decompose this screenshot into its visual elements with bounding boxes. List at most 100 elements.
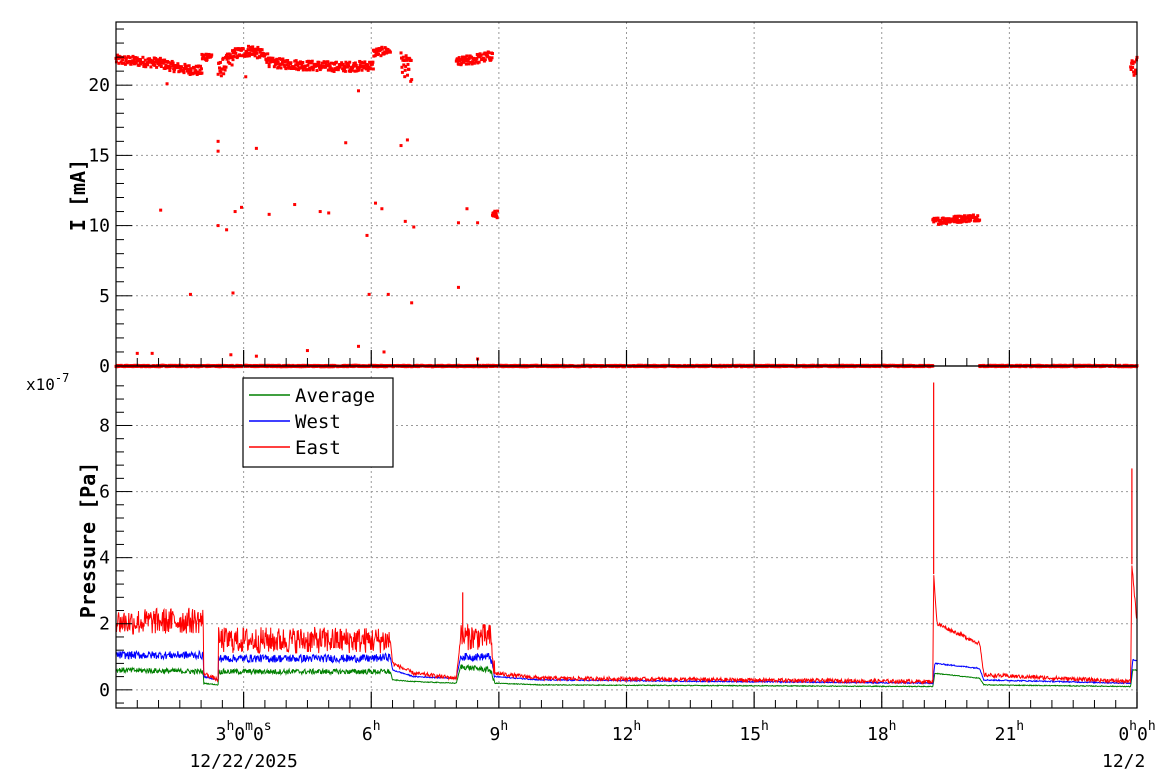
current-point xyxy=(286,61,290,65)
current-point xyxy=(1131,66,1135,70)
current-point xyxy=(267,62,271,66)
current-point xyxy=(255,51,259,55)
current-point xyxy=(948,220,952,224)
current-point xyxy=(481,56,485,60)
current-point xyxy=(216,139,220,143)
current-point xyxy=(373,48,377,52)
current-point xyxy=(232,54,236,58)
current-point xyxy=(496,209,500,213)
current-point xyxy=(117,61,121,65)
current-point xyxy=(400,70,404,74)
current-point xyxy=(493,209,497,213)
current-point xyxy=(256,45,260,49)
current-point xyxy=(401,55,405,59)
current-point xyxy=(318,68,322,72)
x-tick-label: 3h0m0s xyxy=(216,719,272,745)
current-point xyxy=(295,67,299,71)
current-point xyxy=(471,60,475,64)
current-point xyxy=(260,48,264,52)
current-point xyxy=(472,61,476,65)
current-point xyxy=(1131,62,1135,66)
current-point xyxy=(159,64,163,68)
current-point xyxy=(322,60,326,64)
current-point xyxy=(280,62,284,66)
current-point xyxy=(158,56,162,60)
current-point xyxy=(467,57,471,61)
current-point xyxy=(281,57,285,61)
current-point xyxy=(402,63,406,67)
current-point xyxy=(456,221,460,225)
current-point xyxy=(230,55,234,59)
current-point xyxy=(135,59,139,63)
current-point xyxy=(182,68,186,72)
y-tick-label: 0 xyxy=(99,356,110,377)
current-point xyxy=(194,69,198,73)
current-point xyxy=(258,50,262,54)
current-point xyxy=(461,58,465,62)
current-point xyxy=(166,60,170,64)
current-point xyxy=(409,58,413,62)
current-point xyxy=(491,214,495,218)
current-point xyxy=(219,74,223,78)
current-point xyxy=(272,65,276,69)
current-point xyxy=(192,66,196,70)
current-point xyxy=(305,349,309,353)
current-point xyxy=(978,218,982,222)
current-point xyxy=(465,207,469,211)
current-point xyxy=(470,62,474,66)
current-point xyxy=(310,59,314,63)
current-point xyxy=(466,58,470,62)
current-point xyxy=(253,54,257,58)
current-point xyxy=(206,55,210,59)
current-point xyxy=(267,212,271,216)
current-point xyxy=(153,63,157,67)
current-point xyxy=(953,214,957,218)
current-point xyxy=(292,65,296,69)
current-point xyxy=(367,292,371,296)
current-point xyxy=(334,60,338,64)
current-point xyxy=(171,64,175,68)
current-point xyxy=(326,60,330,64)
x-axis-labels: 3h0m0s 6h 9h 12h 15h 18h 21h 0h0h 12/22/2025 12/2 xyxy=(189,719,1155,772)
current-point xyxy=(336,68,340,72)
current-point xyxy=(294,59,298,63)
y-tick-label: 5 xyxy=(99,286,110,307)
current-point xyxy=(220,67,224,71)
x-tick-label: 6h xyxy=(362,719,381,745)
current-point xyxy=(180,65,184,69)
current-point xyxy=(250,52,254,56)
current-point xyxy=(975,216,979,220)
current-point xyxy=(327,211,331,215)
current-point xyxy=(204,52,208,56)
current-point xyxy=(366,63,370,67)
current-point xyxy=(344,141,348,145)
current-point xyxy=(324,64,328,68)
current-point xyxy=(328,65,332,69)
current-point xyxy=(244,75,248,79)
pressure-exponent-label: x10-7 xyxy=(26,371,69,394)
current-point xyxy=(223,68,227,72)
current-point xyxy=(229,353,233,357)
current-point xyxy=(188,292,192,296)
current-panel: 0 5 10 15 20 I [mA] xyxy=(66,21,1139,377)
current-point xyxy=(246,48,250,52)
current-point xyxy=(495,216,499,220)
current-point xyxy=(359,65,363,69)
current-point xyxy=(170,59,174,63)
current-point xyxy=(296,61,300,65)
current-point xyxy=(328,66,332,70)
legend-label-average: Average xyxy=(295,385,375,407)
current-point xyxy=(288,66,292,70)
current-point xyxy=(233,210,237,214)
current-point xyxy=(939,218,943,222)
current-point xyxy=(187,64,191,68)
current-point xyxy=(257,48,261,52)
current-point xyxy=(258,55,262,59)
current-point xyxy=(266,52,270,56)
current-point xyxy=(380,207,384,211)
current-point xyxy=(199,64,203,68)
current-point xyxy=(969,218,973,222)
current-point xyxy=(412,225,416,229)
current-point xyxy=(191,72,195,76)
current-point xyxy=(251,49,255,53)
